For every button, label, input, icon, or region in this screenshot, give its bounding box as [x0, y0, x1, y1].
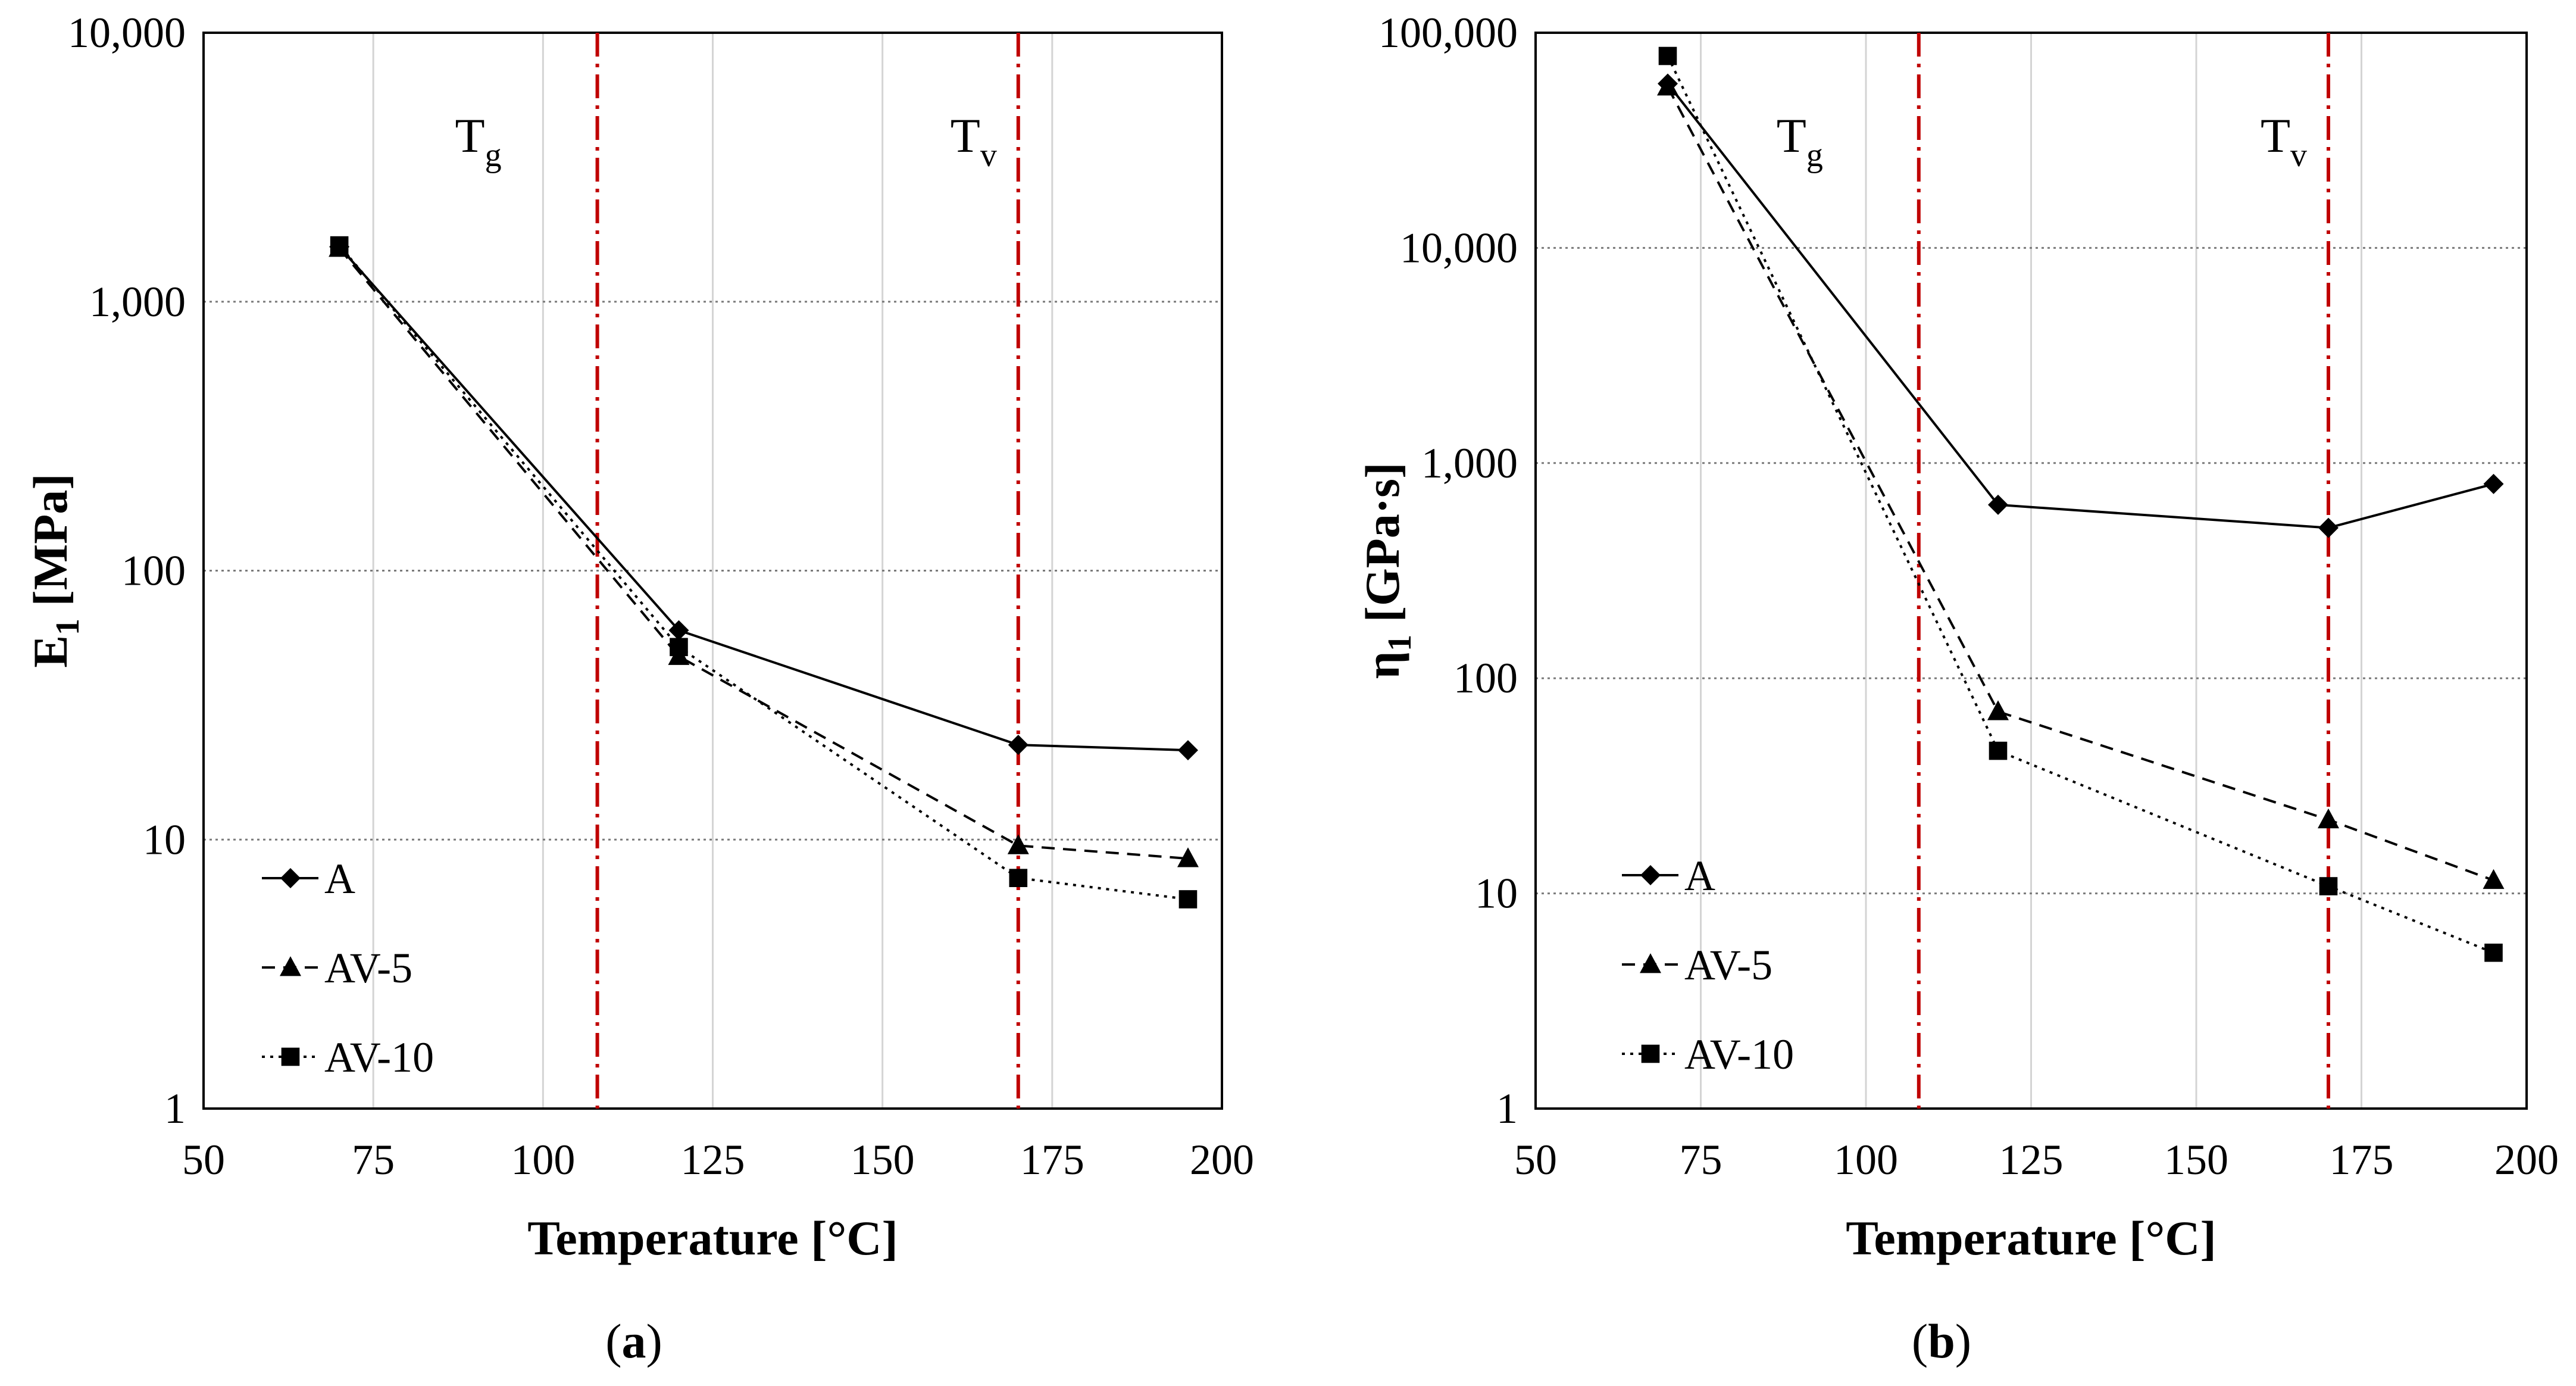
- panel-a-legend-av-5-marker: [280, 956, 301, 976]
- panel-a-xtick-label: 75: [352, 1136, 395, 1184]
- panel-a-ytick-label: 100: [121, 547, 186, 595]
- panel-a-xtick-label: 200: [1190, 1136, 1254, 1184]
- panel-b-chart: 50 75 100 125 150 175 200 1 10 100 1,000 10,000 100,…: [1355, 9, 2559, 1368]
- panel-b-series-av-5-point: [2318, 808, 2339, 829]
- panel-a-xaxis-title: Temperature [°C]: [527, 1211, 898, 1265]
- panel-a-yaxis-title-unit: [MPa]: [23, 473, 77, 619]
- panel-b-series-a-point: [2318, 517, 2339, 538]
- panel-b-series-a-line: [1667, 83, 2494, 529]
- panel-a-ytick-label: 10,000: [68, 9, 186, 57]
- panel-b-ytick-label: 10,000: [1400, 224, 1518, 271]
- panel-b-ytick-label: 1,000: [1421, 439, 1518, 487]
- panel-b-legend-a-marker: [1640, 865, 1661, 885]
- panel-b-ytick-label: 100,000: [1378, 9, 1518, 57]
- panel-a-xtick-label: 150: [851, 1136, 915, 1184]
- panel-b-series-av-5-point: [1987, 700, 2009, 720]
- panel-b-series-av-10-point: [2484, 943, 2503, 962]
- panel-b-series-av-10-point: [1658, 46, 1677, 65]
- panel-a-xtick-label: 50: [182, 1136, 225, 1184]
- panel-a-xtick-label: 100: [511, 1136, 575, 1184]
- panel-a-legend-av-5-label: AV-5: [324, 944, 412, 992]
- panel-a-series-a-line: [338, 246, 1189, 752]
- panel-b-tv-label-sub: v: [2290, 137, 2307, 174]
- panel-b-xtick-label: 100: [1834, 1136, 1898, 1184]
- panel-a-series-av-5-line: [338, 247, 1189, 860]
- panel-a-legend-av-10-label: AV-10: [324, 1034, 434, 1081]
- panel-b-tg-label-main: T: [1777, 108, 1806, 163]
- panel-a-label-letter: a: [622, 1314, 646, 1368]
- panel-b-tg-label-sub: g: [1806, 137, 1823, 174]
- panel-a-yaxis-title: E1 [MPa]: [23, 473, 86, 667]
- panel-a-xtick-label: 125: [681, 1136, 745, 1184]
- panel-a-series-a-point: [668, 620, 689, 641]
- panel-b-series-av-10-point: [2319, 877, 2338, 895]
- panel-b-yaxis-title-main: η: [1355, 651, 1409, 679]
- panel-b-ytick-label: 10: [1475, 870, 1518, 917]
- panel-a-tg-label-main: T: [455, 108, 485, 163]
- panel-a-series-av-10-point: [670, 638, 688, 657]
- panel-b-series-av-5-line: [1667, 86, 2494, 882]
- panel-b-legend-av-10-marker: [1641, 1044, 1660, 1063]
- panel-a-plot-frame: [202, 32, 1223, 1110]
- panel-b-tv-label: Tv: [2261, 108, 2307, 174]
- panel-a-label-open: (: [605, 1314, 621, 1368]
- panel-a-series-av-5-point: [1177, 847, 1199, 867]
- panel-b-xtick-label: 75: [1680, 1136, 1722, 1184]
- panel-a-label: (a): [605, 1314, 662, 1368]
- panel-a-tv-label-sub: v: [980, 137, 997, 174]
- panel-a-legend-av-10-marker: [281, 1047, 300, 1066]
- panel-b-label: (b): [1912, 1314, 1971, 1368]
- panel-b-plot-frame: [1534, 32, 2528, 1110]
- panel-b-ytick-label: 1: [1496, 1085, 1518, 1132]
- panel-b-legend-a-label: A: [1684, 852, 1715, 900]
- panel-b-legend-av-5-marker: [1640, 953, 1661, 973]
- panel-b-label-close: ): [1955, 1314, 1971, 1368]
- panel-a-tg-label: Tg: [455, 108, 502, 174]
- panel-b-series-av-10-line: [1667, 55, 2494, 954]
- panel-b-tg-label: Tg: [1777, 108, 1823, 174]
- panel-b-series-a-point: [2483, 473, 2504, 494]
- panel-a-legend-a-marker: [280, 868, 301, 888]
- panel-b-xtick-label: 175: [2330, 1136, 2394, 1184]
- panel-a-series-a-point: [1008, 735, 1028, 756]
- panel-b-yaxis-title-sub: 1: [1381, 635, 1418, 651]
- panel-a-yaxis-title-sub: 1: [49, 619, 86, 635]
- panel-b-label-letter: b: [1928, 1314, 1955, 1368]
- panel-b-yaxis-title-unit: [GPa·s]: [1355, 463, 1409, 635]
- panel-a-series-av-10-point: [1178, 890, 1198, 909]
- panel-b-xtick-label: 125: [1999, 1136, 2064, 1184]
- panel-b-legend-av-10-label: AV-10: [1684, 1031, 1794, 1078]
- panel-a-ytick-label: 1: [164, 1085, 186, 1132]
- panel-b-tv-label-main: T: [2261, 108, 2290, 163]
- panel-a-series-av-5-point: [1007, 834, 1029, 854]
- panel-b-series-av-10-point: [1989, 741, 2008, 760]
- panel-b-xtick-label: 200: [2494, 1136, 2559, 1184]
- panel-a-yaxis-title-main: E: [23, 635, 77, 668]
- panel-a-ytick-label: 10: [143, 816, 186, 863]
- panel-a-legend-a-label: A: [324, 855, 355, 903]
- panel-a-label-close: ): [646, 1314, 662, 1368]
- panel-a-tg-label-sub: g: [485, 137, 502, 174]
- panel-b-ytick-label: 100: [1453, 654, 1518, 702]
- panel-a-ytick-label: 1,000: [89, 278, 186, 326]
- panel-a-tv-label-main: T: [951, 108, 980, 163]
- panel-b-xtick-label: 150: [2164, 1136, 2228, 1184]
- panel-b-xtick-label: 50: [1514, 1136, 1557, 1184]
- panel-a-series-av-10-point: [330, 236, 349, 255]
- panel-b-series-av-5-point: [2483, 869, 2505, 889]
- panel-b-label-open: (: [1912, 1314, 1928, 1368]
- panel-a-tv-label: Tv: [951, 108, 997, 174]
- panel-b-legend-av-5-label: AV-5: [1684, 941, 1772, 989]
- panel-a-series-a-point: [1177, 740, 1198, 761]
- panel-a-series-av-10-point: [1009, 869, 1028, 887]
- panel-a-xtick-label: 175: [1020, 1136, 1084, 1184]
- panel-b-series-a-point: [1988, 494, 2008, 515]
- panel-b-yaxis-title: η1 [GPa·s]: [1355, 463, 1418, 679]
- panel-a-chart: 50 75 100 125 150 175 200 1 10 100 1,000 10,000 Temp…: [23, 9, 1254, 1368]
- panel-b-xaxis-title: Temperature [°C]: [1846, 1211, 2217, 1265]
- panel-b-series-av-5-point: [1657, 76, 1678, 96]
